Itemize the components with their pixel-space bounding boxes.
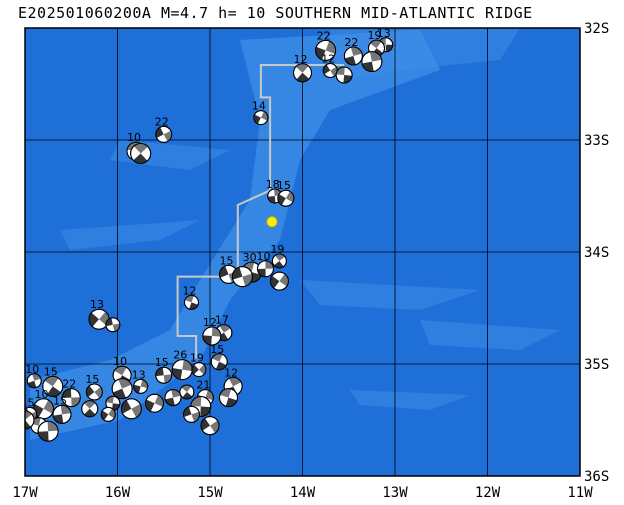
- depth-label: 15: [53, 394, 67, 407]
- focal-mechanism-beachball: [81, 400, 99, 418]
- focal-mechanism-beachball: [100, 406, 116, 422]
- depth-label: 13: [132, 368, 146, 381]
- longitude-label: 16W: [105, 485, 131, 501]
- focal-mechanism-beachball: [111, 378, 133, 400]
- focal-mechanism-beachball: [171, 359, 193, 381]
- focal-mechanism-beachball: [315, 39, 337, 61]
- focal-mechanism-beachball: [120, 398, 142, 420]
- depth-label: 14: [252, 100, 266, 113]
- focal-mechanism-beachball: [191, 362, 207, 378]
- depth-label: 13: [377, 27, 391, 40]
- focal-mechanism-beachball: [343, 46, 363, 66]
- longitude-label: 11W: [567, 485, 593, 501]
- focal-mechanism-beachball: [322, 63, 338, 79]
- focal-mechanism-beachball: [42, 375, 64, 397]
- depth-label: 19: [190, 352, 204, 365]
- depth-label: 30: [243, 251, 257, 264]
- shallow-bathymetry-patch: [420, 320, 560, 350]
- focal-mechanism-beachball: [210, 353, 228, 371]
- latitude-label: 35S: [584, 357, 609, 373]
- focal-mechanism-beachball: [361, 51, 383, 73]
- depth-label: 10: [113, 355, 127, 368]
- latitude-label: 36S: [584, 469, 609, 485]
- focal-mechanism-beachball: [145, 393, 164, 413]
- shallow-bathymetry-patch: [30, 30, 440, 440]
- focal-mechanism-beachball: [179, 384, 195, 400]
- latitude-labels: 32S 33S 34S 35S 36S: [584, 21, 609, 485]
- depth-label: 22: [317, 29, 331, 42]
- depth-label: 19: [368, 29, 382, 42]
- depth-label: 12: [224, 366, 238, 379]
- map-frame: [24, 27, 581, 477]
- longitude-label: 14W: [290, 485, 316, 501]
- focal-mechanism-beachball: [257, 260, 274, 278]
- event-epicenter-marker: [266, 216, 278, 228]
- longitude-label: 15W: [197, 485, 223, 501]
- focal-mechanism-beachball: [184, 294, 199, 310]
- focal-mechanism-beachball: [61, 388, 81, 408]
- longitude-labels: 17W 16W 15W 14W 13W 12W 11W: [12, 485, 593, 501]
- depth-label: 22: [155, 115, 169, 128]
- focal-mechanism-beachball: [155, 366, 173, 384]
- depth-label: 15: [155, 356, 169, 369]
- depth-label: 17: [215, 314, 229, 327]
- focal-mechanism-beachball: [202, 326, 222, 346]
- depth-label: 10: [25, 363, 39, 376]
- focal-mechanism-beachball: [133, 378, 149, 394]
- shallow-bathymetry-patch: [300, 280, 480, 310]
- focal-mechanism-beachball: [253, 110, 269, 126]
- focal-mechanism-beachball: [277, 189, 295, 207]
- depth-label: 12: [203, 316, 217, 329]
- depth-label: 15: [220, 254, 234, 267]
- focal-mechanism-beachball: [37, 420, 59, 442]
- depth-label: 15: [85, 373, 99, 386]
- focal-mechanism-beachball: [293, 63, 312, 83]
- focal-mechanism-beachball: [164, 389, 182, 407]
- depth-label: 15: [44, 365, 58, 378]
- depth-label: 10: [257, 250, 271, 263]
- depth-label: 10: [127, 131, 141, 144]
- focal-mechanism-beachball: [105, 317, 121, 333]
- depth-label: 10: [35, 388, 49, 401]
- depth-label: 15: [210, 343, 224, 356]
- focal-mechanism-beachball: [25, 410, 35, 430]
- depth-label: 15: [277, 179, 291, 192]
- depth-label: 26: [173, 349, 187, 362]
- shallow-bathymetry-patch: [60, 220, 200, 250]
- depth-label: 13: [90, 298, 104, 311]
- focal-mechanism-beachball: [271, 253, 287, 269]
- longitude-label: 13W: [382, 485, 408, 501]
- focal-mechanism-beachball: [88, 308, 110, 330]
- focal-mechanism-beachball: [155, 125, 173, 143]
- focal-mechanism-beachball: [231, 266, 253, 288]
- depth-label: 15: [21, 396, 35, 409]
- depth-label: 12: [321, 53, 335, 66]
- depth-label: 22: [344, 36, 358, 49]
- focal-mechanism-beachball: [200, 416, 220, 436]
- focal-mechanism-beachball: [85, 383, 103, 401]
- depth-label: 21: [196, 379, 210, 392]
- shallow-bathymetry-patch: [350, 390, 470, 410]
- focal-mechanism-beachball: [269, 271, 289, 291]
- latitude-label: 34S: [584, 245, 609, 261]
- map-title: E202501060200A M=4.7 h= 10 SOUTHERN MID-…: [18, 4, 533, 22]
- latitude-label: 32S: [584, 21, 609, 37]
- focal-mechanism-beachball: [335, 66, 353, 84]
- focal-mechanism-beachball: [26, 373, 42, 389]
- focal-mechanism-beachball: [219, 388, 238, 408]
- longitude-label: 17W: [12, 485, 38, 501]
- depth-label: 12: [294, 53, 308, 66]
- focal-mechanism-beachball: [130, 142, 152, 164]
- longitude-label: 12W: [475, 485, 501, 501]
- focal-mechanism-beachball: [52, 404, 72, 424]
- ridge-axis-line: [176, 64, 345, 359]
- focal-mechanism-beachball: [183, 405, 200, 423]
- depth-label: 12: [183, 284, 197, 297]
- depth-label: 18: [266, 178, 280, 191]
- depth-label: 19: [270, 243, 284, 256]
- depth-label: 22: [62, 378, 76, 391]
- latitude-label: 33S: [584, 133, 609, 149]
